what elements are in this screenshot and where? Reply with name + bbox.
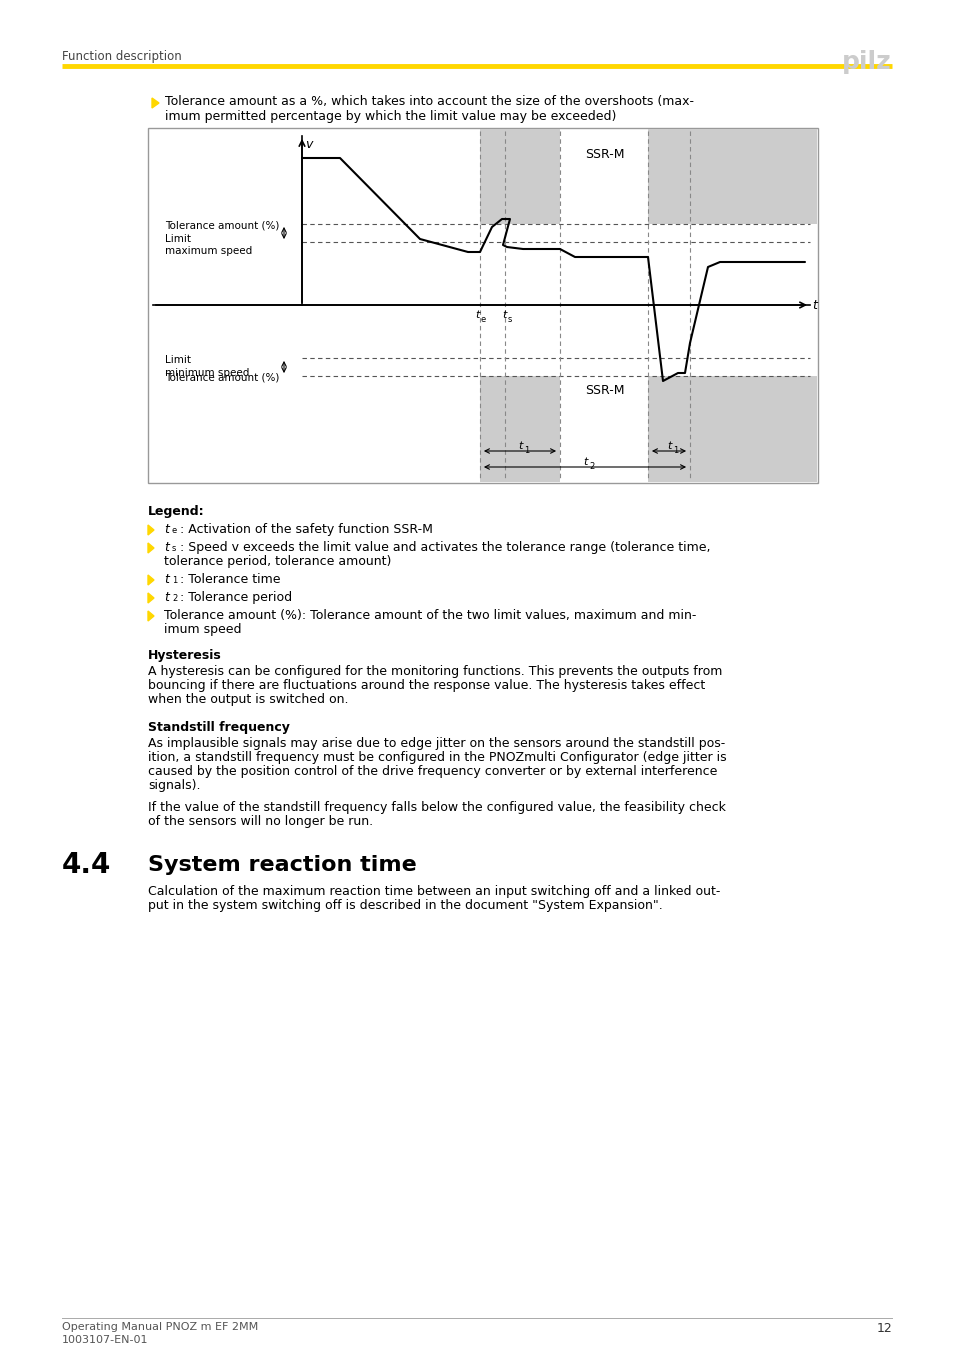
- Text: t: t: [164, 572, 169, 586]
- Bar: [689, 130, 816, 224]
- Text: : Speed v exceeds the limit value and activates the tolerance range (tolerance t: : Speed v exceeds the limit value and ac…: [180, 541, 710, 554]
- Text: minimum speed: minimum speed: [165, 369, 249, 378]
- Text: ition, a standstill frequency must be configured in the PNOZmulti Configurator (: ition, a standstill frequency must be co…: [148, 751, 726, 764]
- Bar: [148, 128, 817, 483]
- Text: : Tolerance period: : Tolerance period: [180, 591, 292, 603]
- Text: SSR-M: SSR-M: [584, 148, 624, 161]
- Text: 2: 2: [172, 594, 177, 603]
- Text: 1: 1: [523, 446, 529, 455]
- Text: Limit: Limit: [165, 234, 191, 244]
- Text: Tolerance amount (%): Tolerance amount of the two limit values, maximum and min-: Tolerance amount (%): Tolerance amount o…: [164, 609, 696, 622]
- Text: v: v: [305, 138, 312, 151]
- Text: System reaction time: System reaction time: [148, 855, 416, 875]
- Text: of the sensors will no longer be run.: of the sensors will no longer be run.: [148, 815, 373, 828]
- Text: imum permitted percentage by which the limit value may be exceeded): imum permitted percentage by which the l…: [165, 109, 616, 123]
- Text: 1: 1: [172, 576, 177, 585]
- Text: Hysteresis: Hysteresis: [148, 649, 221, 662]
- Polygon shape: [148, 593, 153, 603]
- Text: 4.4: 4.4: [62, 850, 112, 879]
- Bar: [647, 377, 689, 482]
- Text: : Activation of the safety function SSR-M: : Activation of the safety function SSR-…: [180, 522, 433, 536]
- Text: If the value of the standstill frequency falls below the configured value, the f: If the value of the standstill frequency…: [148, 801, 725, 814]
- Bar: [647, 130, 689, 224]
- Text: 1003107-EN-01: 1003107-EN-01: [62, 1335, 149, 1345]
- Text: Operating Manual PNOZ m EF 2MM: Operating Manual PNOZ m EF 2MM: [62, 1322, 258, 1332]
- Text: Tolerance amount as a %, which takes into account the size of the overshoots (ma: Tolerance amount as a %, which takes int…: [165, 95, 693, 108]
- Text: Function description: Function description: [62, 50, 182, 63]
- Text: bouncing if there are fluctuations around the response value. The hysteresis tak: bouncing if there are fluctuations aroun…: [148, 679, 704, 693]
- Text: t: t: [164, 591, 169, 603]
- Text: t: t: [164, 541, 169, 554]
- Text: t: t: [501, 310, 506, 320]
- Text: Tolerance amount (%): Tolerance amount (%): [165, 221, 279, 231]
- Polygon shape: [148, 543, 153, 554]
- Text: e: e: [480, 315, 486, 324]
- Text: Tolerance amount (%): Tolerance amount (%): [165, 373, 279, 382]
- Text: maximum speed: maximum speed: [165, 246, 252, 256]
- Polygon shape: [148, 525, 153, 535]
- Text: 2: 2: [588, 462, 594, 471]
- Text: Limit: Limit: [165, 355, 191, 364]
- Polygon shape: [148, 612, 153, 621]
- Text: s: s: [507, 315, 512, 324]
- Text: A hysteresis can be configured for the monitoring functions. This prevents the o: A hysteresis can be configured for the m…: [148, 666, 721, 678]
- Bar: [479, 377, 559, 482]
- Text: imum speed: imum speed: [164, 622, 241, 636]
- Text: put in the system switching off is described in the document "System Expansion".: put in the system switching off is descr…: [148, 899, 662, 913]
- Text: e: e: [172, 526, 177, 535]
- Polygon shape: [148, 575, 153, 585]
- Bar: [479, 130, 559, 224]
- Text: pilz: pilz: [841, 50, 891, 74]
- Text: Calculation of the maximum reaction time between an input switching off and a li: Calculation of the maximum reaction time…: [148, 886, 720, 898]
- Text: 1: 1: [672, 446, 678, 455]
- Bar: [689, 377, 816, 482]
- Polygon shape: [152, 99, 159, 108]
- Text: Legend:: Legend:: [148, 505, 204, 518]
- Text: t: t: [666, 441, 671, 451]
- Text: Standstill frequency: Standstill frequency: [148, 721, 290, 734]
- Text: s: s: [172, 544, 176, 554]
- Text: when the output is switched on.: when the output is switched on.: [148, 693, 348, 706]
- Text: : Tolerance time: : Tolerance time: [180, 572, 280, 586]
- Text: t: t: [164, 522, 169, 536]
- Text: 12: 12: [876, 1322, 891, 1335]
- Text: signals).: signals).: [148, 779, 200, 792]
- Text: tolerance period, tolerance amount): tolerance period, tolerance amount): [164, 555, 391, 568]
- Text: caused by the position control of the drive frequency converter or by external i: caused by the position control of the dr…: [148, 765, 717, 778]
- Text: t: t: [811, 298, 816, 312]
- Text: t: t: [582, 458, 587, 467]
- Text: t: t: [475, 310, 478, 320]
- Text: t: t: [517, 441, 521, 451]
- Bar: [504, 377, 559, 482]
- Text: SSR-M: SSR-M: [584, 383, 624, 397]
- Text: As implausible signals may arise due to edge jitter on the sensors around the st: As implausible signals may arise due to …: [148, 737, 724, 751]
